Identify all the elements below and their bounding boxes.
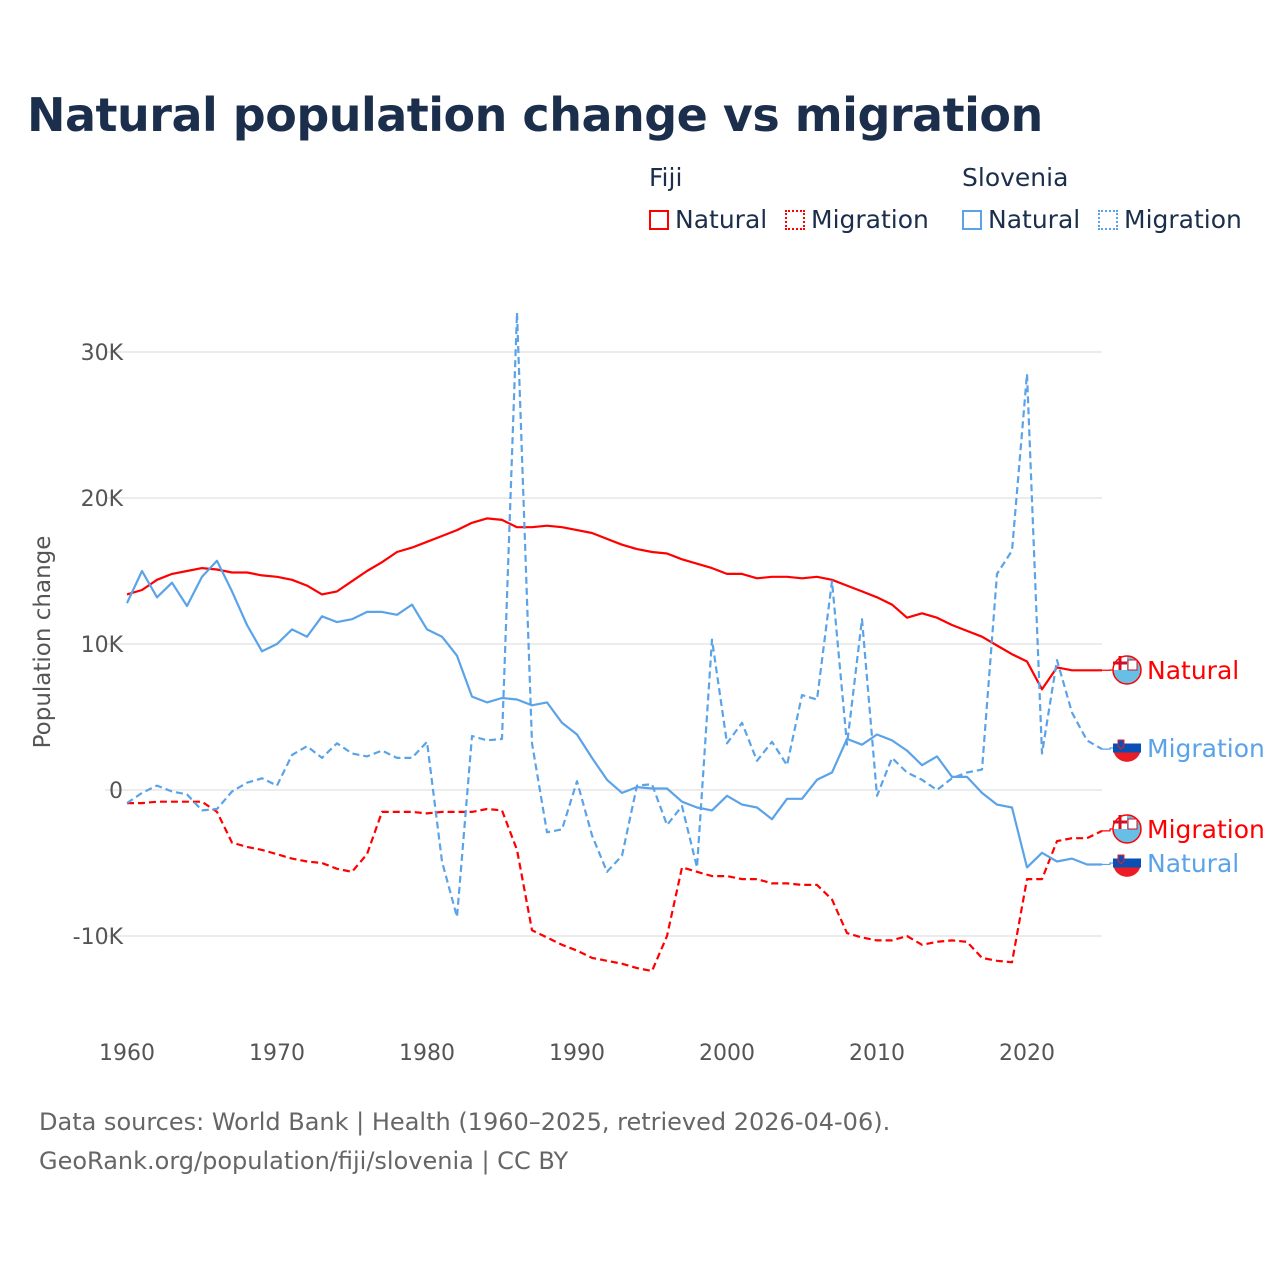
legend-label: Migration xyxy=(1124,205,1242,234)
leader-line xyxy=(1102,828,1114,832)
flag-ring xyxy=(1112,655,1142,685)
series-line-fiji-migration xyxy=(127,800,1103,973)
legend-label: Migration xyxy=(811,205,929,234)
flag-blue-band xyxy=(1113,858,1141,868)
legend-item-slovenia-natural[interactable]: Natural xyxy=(962,205,1080,234)
flag-red-band xyxy=(1113,867,1141,877)
series-end-label: Migration xyxy=(1147,815,1265,844)
flag-shield xyxy=(1127,818,1138,830)
legend-item-fiji-natural[interactable]: Natural xyxy=(649,205,767,234)
legend-label: Natural xyxy=(988,205,1081,234)
x-tick-label: 2020 xyxy=(999,1041,1055,1066)
legend-swatch-solid xyxy=(962,209,982,230)
series-line-slovenia-natural xyxy=(126,559,1102,869)
footer-sources: Data sources: World Bank | Health (1960–… xyxy=(39,1108,891,1136)
footer-link[interactable]: GeoRank.org/population/fiji/slovenia | C… xyxy=(39,1147,569,1175)
y-axis-label: Population change xyxy=(30,536,56,749)
x-tick-label: 1990 xyxy=(549,1041,605,1066)
y-tick-label: 10K xyxy=(81,633,124,658)
chart-title: Natural population change vs migration xyxy=(27,88,1043,142)
flag-coat xyxy=(1117,854,1125,865)
x-tick-label: 2000 xyxy=(699,1041,755,1066)
x-tick-label: 2010 xyxy=(849,1041,905,1066)
legend-swatch-dotted xyxy=(1098,209,1118,230)
legend-group-title: Slovenia xyxy=(962,163,1069,192)
legend-item-slovenia-migration[interactable]: Migration xyxy=(1098,205,1242,234)
series-end-label: Natural xyxy=(1147,656,1239,685)
series-end-label: Migration xyxy=(1147,734,1265,763)
series-end-label: Natural xyxy=(1147,849,1239,878)
slovenia-flag-icon xyxy=(1113,849,1141,877)
flag-ring xyxy=(1112,814,1142,844)
leader-line xyxy=(1102,862,1114,866)
x-tick-label: 1970 xyxy=(249,1041,305,1066)
fiji-flag-icon xyxy=(1112,655,1142,685)
slovenia-flag-icon xyxy=(1113,734,1141,762)
legend-label: Natural xyxy=(675,205,768,234)
leader-line xyxy=(1102,747,1114,750)
y-tick-label: 0 xyxy=(109,779,123,804)
x-tick-label: 1960 xyxy=(99,1041,155,1066)
legend-swatch-solid xyxy=(649,209,669,230)
y-tick-label: 20K xyxy=(81,487,124,512)
series-line-fiji-natural xyxy=(126,517,1102,691)
legend-item-fiji-migration[interactable]: Migration xyxy=(785,205,929,234)
series-line-slovenia-migration xyxy=(126,311,1103,919)
x-tick-label: 1980 xyxy=(399,1041,455,1066)
legend-group-title: Fiji xyxy=(649,163,683,192)
legend-swatch-dotted xyxy=(785,209,805,230)
y-tick-label: -10K xyxy=(73,925,124,950)
flag-coat xyxy=(1117,739,1125,750)
flag-shield xyxy=(1127,659,1138,671)
flag-blue-band xyxy=(1113,743,1141,753)
y-tick-label: 30K xyxy=(81,341,124,366)
fiji-flag-icon xyxy=(1112,814,1142,844)
flag-red-band xyxy=(1113,752,1141,762)
